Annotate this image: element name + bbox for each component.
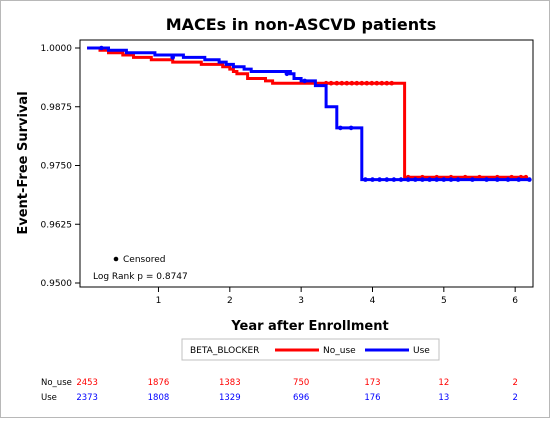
x-tick-label: 6 [512, 296, 518, 306]
x-axis-label: Year after Enrollment [230, 319, 388, 334]
censored-key: Censored [113, 255, 165, 265]
risk-value-use: 1329 [219, 393, 241, 403]
censor-marker-use [391, 177, 397, 182]
y-tick-label: 1.0000 [41, 44, 73, 54]
censor-marker-no-use [369, 80, 375, 86]
censor-marker-use [363, 177, 368, 182]
risk-value-no-use: 2 [512, 378, 517, 388]
censor-marker-no-use [334, 80, 340, 86]
censor-marker-use [398, 177, 404, 182]
censor-marker-use [405, 177, 411, 182]
censor-marker-no-use [374, 80, 380, 86]
risk-value-use: 696 [293, 393, 309, 403]
y-tick-label: 0.9750 [41, 162, 73, 172]
plot-border [79, 39, 534, 288]
censor-marker-no-use [328, 80, 334, 86]
legend: BETA_BLOCKER No_use Use [181, 338, 440, 361]
censor-marker-use [516, 177, 521, 182]
censor-marker-no-use [349, 80, 355, 86]
log-rank-annotation: Log Rank p = 0.8747 [93, 272, 188, 282]
legend-label-use: Use [413, 346, 430, 356]
censor-marker-no-use [354, 80, 360, 86]
censor-marker-no-use [389, 80, 395, 86]
risk-row-label-no-use: No_use [41, 378, 72, 388]
risk-value-no-use: 1383 [219, 378, 241, 388]
censor-marker-use [484, 177, 489, 182]
censor-marker-use [505, 177, 511, 182]
x-tick-label: 3 [298, 296, 304, 306]
risk-value-no-use: 1876 [148, 378, 170, 388]
risk-value-use: 2373 [76, 393, 98, 403]
censor-marker-use [470, 177, 475, 182]
censor-marker-no-use [364, 80, 370, 86]
censor-marker-use [420, 177, 425, 182]
censor-marker-use [99, 45, 104, 51]
x-tick-label: 5 [441, 296, 447, 306]
y-tick-label: 0.9875 [41, 103, 73, 113]
censor-marker-use [338, 125, 343, 131]
censor-marker-no-use [359, 80, 365, 86]
risk-value-no-use: 12 [438, 378, 449, 388]
censor-marker-use [413, 177, 418, 182]
censored-key-label: Censored [123, 255, 165, 265]
x-axis-ticks: 1 2 3 4 5 6 [156, 287, 518, 306]
censor-marker-use [284, 71, 290, 77]
risk-value-use: 2 [512, 393, 517, 403]
censor-marker-no-use [339, 80, 345, 86]
censor-marker-use [495, 177, 500, 182]
censor-marker-use [434, 177, 440, 182]
y-tick-label: 0.9625 [41, 220, 73, 230]
risk-value-use: 1808 [148, 393, 170, 403]
censor-marker-no-use [379, 80, 385, 86]
plot-area [79, 39, 534, 288]
censor-marker-no-use [384, 80, 390, 86]
censor-marker-use [455, 177, 461, 182]
censor-marker-use [448, 177, 454, 182]
censor-marker-no-use [344, 80, 350, 86]
series-line-no-use [87, 46, 526, 179]
censor-marker-use [370, 177, 375, 182]
censor-marker-use [441, 177, 447, 182]
censor-marker-use [527, 177, 532, 182]
x-tick-label: 1 [156, 296, 162, 306]
risk-table: No_use 2453 1876 1383 750 173 12 2 Use 2373 1808 13… [41, 378, 518, 403]
censor-marker-use [377, 177, 382, 182]
risk-value-no-use: 173 [364, 378, 380, 388]
risk-value-use: 176 [364, 393, 380, 403]
legend-title: BETA_BLOCKER [190, 346, 259, 356]
censored-key-marker [113, 256, 119, 262]
series-line-use [87, 46, 530, 182]
risk-value-no-use: 2453 [76, 378, 98, 388]
x-tick-label: 4 [370, 296, 376, 306]
y-tick-label: 0.9500 [41, 279, 73, 289]
series-layer [87, 45, 532, 182]
censor-marker-use [427, 177, 432, 182]
risk-value-use: 13 [438, 393, 449, 403]
risk-value-no-use: 750 [293, 378, 309, 388]
censor-marker-use [384, 177, 390, 182]
censor-marker-use [348, 125, 354, 131]
censor-marker-use [170, 55, 175, 60]
risk-row-label-use: Use [41, 393, 57, 403]
y-axis-ticks: 0.9500 0.9625 0.9750 0.9875 1.0000 [41, 44, 80, 289]
y-axis-label: Event-Free Survival [16, 91, 31, 234]
legend-label-no-use: No_use [323, 346, 356, 356]
x-tick-label: 2 [227, 296, 233, 306]
censor-marker-use [302, 78, 308, 84]
chart-title: MACEs in non-ASCVD patients [166, 15, 437, 34]
